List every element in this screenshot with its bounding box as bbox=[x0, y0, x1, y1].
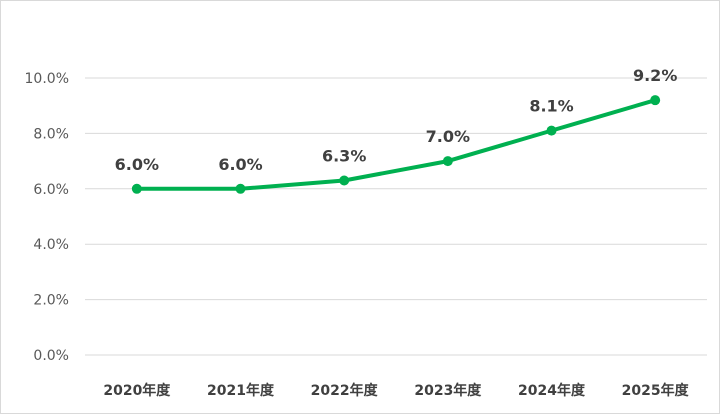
x-category-label: 2023年度 bbox=[414, 382, 482, 399]
data-points bbox=[131, 95, 661, 194]
x-category-label: 2025年度 bbox=[622, 382, 690, 399]
data-label: 7.0% bbox=[426, 127, 470, 146]
x-category-label: 2024年度 bbox=[518, 382, 586, 399]
data-labels: 6.0% 6.0% 6.3% 7.0% 8.1% 9.2% bbox=[115, 66, 678, 174]
data-point bbox=[546, 125, 557, 136]
data-point bbox=[442, 156, 453, 167]
data-point bbox=[339, 175, 350, 186]
y-axis-tick-labels: 0.0% 2.0% 4.0% 6.0% 8.0% 10.0% bbox=[25, 71, 69, 364]
y-tick-label: 4.0% bbox=[33, 237, 69, 253]
data-point bbox=[650, 95, 661, 106]
x-category-label: 2022年度 bbox=[311, 382, 379, 399]
y-tick-label: 0.0% bbox=[33, 348, 69, 364]
data-point bbox=[131, 183, 142, 194]
y-tick-label: 2.0% bbox=[33, 293, 69, 309]
data-point bbox=[235, 183, 246, 194]
data-label: 6.0% bbox=[115, 155, 159, 174]
x-category-label: 2020年度 bbox=[103, 382, 171, 399]
series-polyline bbox=[134, 98, 658, 191]
x-category-label: 2021年度 bbox=[207, 382, 275, 399]
data-label: 9.2% bbox=[633, 66, 677, 85]
series-line bbox=[134, 98, 658, 191]
y-tick-label: 8.0% bbox=[33, 126, 69, 142]
y-tick-label: 6.0% bbox=[33, 182, 69, 198]
data-label: 6.3% bbox=[322, 146, 366, 165]
gridlines bbox=[85, 77, 707, 356]
data-label: 8.1% bbox=[529, 97, 573, 116]
y-tick-label: 10.0% bbox=[25, 71, 69, 87]
x-axis-category-labels: 2020年度 2021年度 2022年度 2023年度 2024年度 2025年度 bbox=[103, 382, 689, 399]
data-label: 6.0% bbox=[218, 155, 262, 174]
